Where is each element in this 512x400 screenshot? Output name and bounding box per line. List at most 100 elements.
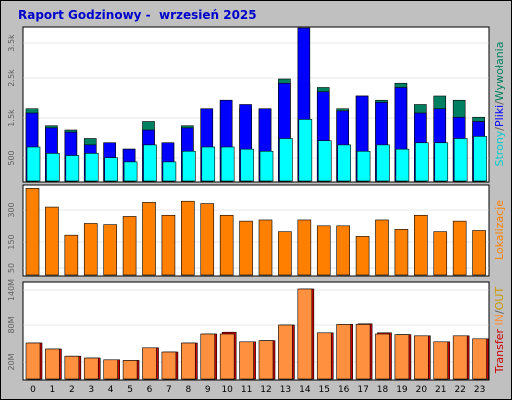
bar-transfer-in-16 [336,324,351,380]
bar-transfer-in-3 [83,357,99,380]
panel-0-ytick-label: 500 [7,150,16,165]
bar-transfer-in-15 [316,332,332,380]
panel-1-ytick-label: 50 [7,263,16,273]
bar-lokalizacje-11 [239,220,253,276]
bar-lokalizacje-6 [142,202,156,276]
bar-strony-10 [220,146,235,182]
bar-lokalizacje-7 [161,214,176,276]
bar-lokalizacje-8 [181,200,195,276]
bar-transfer-in-1 [45,348,60,380]
bar-lokalizacje-18 [375,219,389,276]
xtick-label-8: 8 [185,385,191,395]
xtick-label-12: 12 [260,385,271,395]
bar-transfer-in-11 [239,341,254,380]
xtick-label-7: 7 [166,385,172,395]
bar-transfer-in-19 [394,334,410,380]
xtick-label-4: 4 [108,385,114,395]
panel-0-legend: Strony/Pliki/Wywołania [493,42,506,167]
bar-transfer-in-23 [472,338,487,380]
xtick-label-16: 16 [338,385,350,395]
xtick-label-18: 18 [377,385,389,395]
bar-strony-2 [65,155,80,182]
bar-strony-0 [26,146,41,182]
bar-strony-22 [453,138,468,182]
panel-0-ytick-label: 3.5k [7,34,16,52]
panel-2-ytick-label: 140M [7,279,16,301]
bar-lokalizacje-20 [414,214,428,276]
bar-lokalizacje-1 [45,206,59,276]
bar-transfer-in-9 [200,333,216,380]
bar-transfer-in-0 [25,342,41,380]
bar-lokalizacje-22 [452,220,467,276]
xtick-label-3: 3 [88,385,94,395]
xtick-label-17: 17 [357,385,368,395]
bar-strony-4 [104,157,118,182]
bar-lokalizacje-15 [316,225,331,276]
bar-transfer-in-12 [258,340,274,380]
bar-strony-3 [84,153,99,182]
bar-lokalizacje-3 [83,223,98,276]
bar-strony-13 [279,138,293,182]
bar-lokalizacje-2 [64,234,79,276]
bar-strony-1 [46,153,60,182]
bar-lokalizacje-5 [122,216,137,276]
bar-strony-23 [473,136,487,182]
panel-2-ytick-label: 80M [7,316,16,333]
xtick-label-2: 2 [69,385,75,395]
bar-transfer-in-4 [103,359,118,380]
xtick-label-21: 21 [435,385,446,395]
xtick-label-11: 11 [241,385,252,395]
xtick-label-6: 6 [147,385,153,395]
legend-entry: OUT [493,287,506,311]
bar-transfer-in-18 [375,333,390,380]
panel-2-ytick-label: 20M [7,353,16,370]
bar-transfer-in-7 [161,351,177,380]
bar-strony-20 [415,142,429,182]
bar-lokalizacje-9 [200,203,215,276]
bar-lokalizacje-13 [278,231,292,276]
bar-transfer-in-14 [297,288,313,380]
bar-strony-11 [240,148,254,182]
legend-entry: Lokalizacje [493,200,506,260]
panel-1-area [22,184,490,277]
bar-transfer-in-20 [414,335,429,380]
xtick-label-1: 1 [50,385,56,395]
legend-entry: Transfer [493,328,506,374]
legend-entry: / [493,101,506,105]
bar-lokalizacje-4 [103,224,117,276]
bar-lokalizacje-21 [433,231,448,276]
legend-entry: IN [493,314,506,329]
bar-transfer-in-17 [355,324,371,380]
bar-lokalizacje-12 [258,219,273,276]
bar-lokalizacje-16 [336,225,350,276]
bar-transfer-in-6 [142,347,157,380]
panel-1-legend: Lokalizacje [493,200,506,260]
xtick-label-13: 13 [280,385,291,395]
bar-strony-18 [376,144,390,182]
bar-lokalizacje-23 [472,230,486,276]
xtick-label-15: 15 [319,385,330,395]
bar-strony-14 [298,119,313,182]
panel-0-ytick-label: 1.5k [7,109,16,127]
bar-transfer-in-22 [452,335,468,380]
bar-transfer-in-13 [278,324,293,380]
xtick-label-19: 19 [396,385,408,395]
bar-strony-21 [434,142,449,182]
bar-strony-19 [395,148,410,182]
xtick-label-23: 23 [474,385,485,395]
bar-strony-16 [337,144,351,182]
xtick-label-14: 14 [299,385,311,395]
bar-strony-7 [162,161,177,182]
bar-lokalizacje-19 [394,229,409,276]
bar-transfer-in-10 [219,333,235,380]
legend-entry: Pliki [493,105,506,127]
xtick-label-0: 0 [30,385,36,395]
xtick-label-10: 10 [221,385,233,395]
panel-0-area [22,26,490,183]
bar-transfer-in-5 [122,360,138,380]
panel-1-ytick-label: 300 [7,202,16,217]
bar-strony-5 [123,161,138,182]
bar-lokalizacje-17 [355,236,370,276]
xtick-label-5: 5 [127,385,133,395]
